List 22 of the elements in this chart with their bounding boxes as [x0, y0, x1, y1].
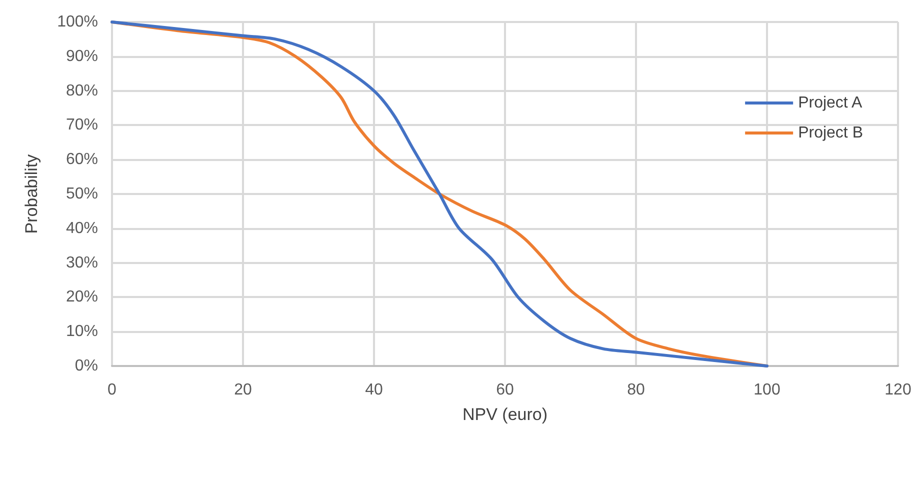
x-tick-label: 100 — [754, 382, 780, 398]
x-tick-label: 40 — [365, 382, 383, 398]
y-tick-label: 60% — [66, 151, 98, 168]
y-tick-label: 90% — [66, 48, 98, 65]
x-tick-label: 60 — [496, 382, 514, 398]
y-tick-label: 40% — [66, 220, 98, 237]
x-axis-title: NPV (euro) — [462, 405, 548, 424]
x-tick-label: 80 — [627, 382, 645, 398]
y-tick-label: 10% — [66, 323, 98, 340]
y-tick-label: 100% — [57, 14, 98, 30]
y-tick-label: 80% — [66, 82, 98, 100]
y-tick-label: 30% — [66, 254, 98, 272]
x-tick-label: 120 — [884, 382, 912, 398]
y-tick-label: 20% — [66, 288, 98, 306]
x-tick-label: 0 — [108, 382, 117, 398]
y-tick-label: 50% — [66, 186, 98, 202]
legend-label: Project B — [798, 124, 864, 142]
y-tick-label: 0% — [74, 358, 98, 374]
x-tick-label: 20 — [234, 382, 252, 398]
y-axis-title: Probability — [22, 154, 41, 234]
y-tick-label: 70% — [66, 116, 98, 134]
legend-label: Project A — [798, 94, 862, 112]
